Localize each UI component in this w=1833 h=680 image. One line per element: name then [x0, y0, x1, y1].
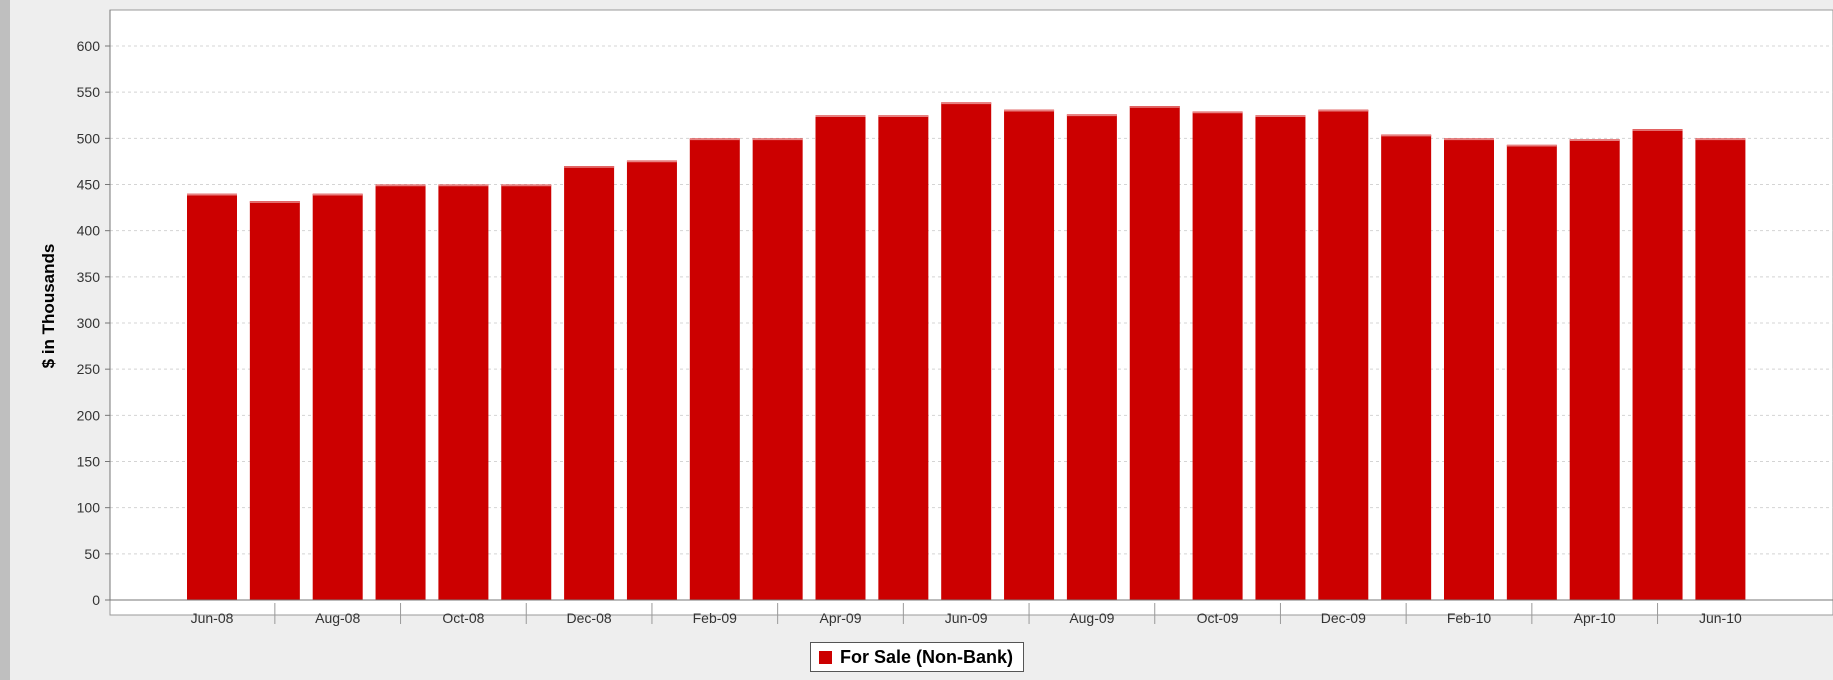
x-tick-label: Feb-10 [1447, 610, 1492, 626]
y-tick-label: 100 [77, 500, 101, 516]
bar [1381, 134, 1432, 600]
chart-frame: 0 50 100 150 200 250 300 350 400 450 500 550 600 Jun… [10, 0, 1833, 680]
bar-fill [1632, 129, 1683, 600]
bar-fill [878, 115, 929, 600]
bar [249, 201, 300, 600]
bar [1004, 109, 1055, 601]
x-tick-label: Dec-09 [1321, 610, 1366, 626]
bar-fill [501, 184, 552, 600]
legend-label: For Sale (Non-Bank) [840, 646, 1014, 667]
bar [375, 184, 426, 600]
bars [187, 102, 1746, 601]
bar-fill [312, 193, 363, 600]
y-tick-label: 450 [77, 177, 101, 193]
bar-fill [815, 115, 866, 600]
bar [1444, 138, 1494, 601]
bar [1129, 106, 1180, 601]
bar-fill [752, 138, 803, 601]
y-tick-label: 350 [77, 269, 101, 285]
bar [878, 115, 929, 600]
bar-fill [1444, 138, 1494, 601]
bar [438, 184, 489, 600]
bar-fill [249, 201, 300, 600]
bar [1695, 138, 1746, 601]
bar [941, 102, 992, 600]
y-axis-label: $ in Thousands [39, 244, 58, 369]
bar [1569, 139, 1620, 601]
bar [1192, 111, 1243, 600]
bar-fill [1569, 139, 1620, 601]
x-axis: Jun-08 Aug-08 Oct-08 Dec-08 Feb-09 Apr-09 Jun-… [110, 599, 1833, 626]
bar-fill [1004, 109, 1055, 601]
bar [1632, 129, 1683, 600]
x-tick-label: Dec-08 [567, 610, 612, 626]
y-tick-label: 550 [77, 84, 101, 100]
x-tick-label: Aug-08 [315, 610, 360, 626]
bar-fill [187, 193, 237, 600]
bar-fill [1695, 138, 1746, 601]
bar [1318, 109, 1369, 601]
bar-fill [1066, 114, 1117, 601]
bar [1506, 144, 1557, 600]
bar-fill [1318, 109, 1369, 601]
bar-fill [1192, 111, 1243, 600]
x-tick-label: Jun-10 [1699, 610, 1742, 626]
y-tick-label: 150 [77, 454, 101, 470]
bar [564, 166, 615, 601]
y-tick-label: 200 [77, 407, 101, 423]
bar-fill [1506, 144, 1557, 600]
x-tick-label: Apr-10 [1574, 610, 1616, 626]
y-axis: 0 50 100 150 200 250 300 350 400 450 500 550 600 [77, 10, 111, 608]
x-tick-label: Feb-09 [693, 610, 738, 626]
bar-fill [564, 166, 615, 601]
bar [501, 184, 552, 600]
y-tick-label: 500 [77, 130, 101, 146]
bar [752, 138, 803, 601]
bar [1255, 115, 1306, 600]
y-tick-label: 250 [77, 361, 101, 377]
x-tick-label: Jun-09 [945, 610, 988, 626]
y-tick-label: 400 [77, 223, 101, 239]
bar-fill [941, 102, 992, 600]
legend-swatch [819, 650, 832, 664]
bar-fill [1129, 106, 1180, 601]
bar-fill [375, 184, 426, 600]
y-tick-label: 300 [77, 315, 101, 331]
bar-fill [1255, 115, 1306, 600]
legend: For Sale (Non-Bank) [810, 642, 1025, 672]
bar [312, 193, 363, 600]
x-tick-label: Oct-08 [442, 610, 484, 626]
y-tick-label: 50 [84, 546, 100, 562]
bar-fill [438, 184, 489, 600]
x-tick-label: Oct-09 [1197, 610, 1239, 626]
bar [815, 115, 866, 600]
x-tick-label: Apr-09 [819, 610, 861, 626]
bar-fill [689, 138, 740, 601]
x-tick-label: Aug-09 [1069, 610, 1114, 626]
x-tick-label: Jun-08 [191, 610, 234, 626]
bar-fill [626, 160, 677, 600]
y-tick-label: 600 [77, 38, 101, 54]
bar [1066, 114, 1117, 601]
bar [626, 160, 677, 600]
bar [187, 193, 237, 600]
bar-chart: 0 50 100 150 200 250 300 350 400 450 500 550 600 Jun… [39, 9, 1833, 626]
bar [689, 138, 740, 601]
bar-fill [1381, 134, 1432, 600]
y-tick-label: 0 [92, 592, 100, 608]
